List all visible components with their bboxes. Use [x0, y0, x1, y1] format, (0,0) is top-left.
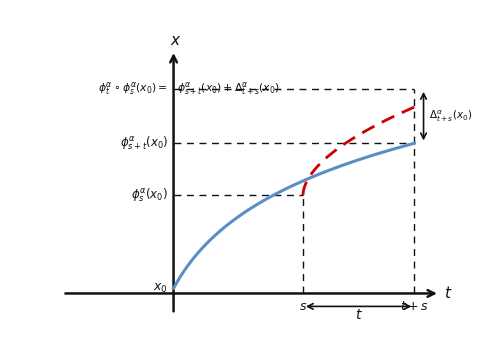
Text: $\phi^{\alpha}_{s}(x_0)$: $\phi^{\alpha}_{s}(x_0)$ — [131, 186, 168, 204]
Text: $\phi^{\alpha}_{s+t}(x_0)$: $\phi^{\alpha}_{s+t}(x_0)$ — [120, 134, 168, 152]
Text: $t+s$: $t+s$ — [400, 300, 428, 313]
Text: $t$: $t$ — [355, 308, 363, 322]
Text: $s$: $s$ — [299, 300, 307, 313]
Text: $\phi^{\alpha}_{s+t}(x_0)+\Delta^{\alpha}_{t+s}(x_0)$: $\phi^{\alpha}_{s+t}(x_0)+\Delta^{\alpha… — [177, 80, 280, 97]
Text: $t$: $t$ — [443, 286, 452, 301]
Text: $\Delta^{\alpha}_{t+s}(x_0)$: $\Delta^{\alpha}_{t+s}(x_0)$ — [429, 108, 472, 124]
Text: $\phi^{\alpha}_t \circ \phi^{\alpha}_s(x_0) =$: $\phi^{\alpha}_t \circ \phi^{\alpha}_s(x… — [98, 80, 168, 97]
Text: $x$: $x$ — [170, 32, 181, 48]
Text: $x_0$: $x_0$ — [153, 282, 168, 295]
